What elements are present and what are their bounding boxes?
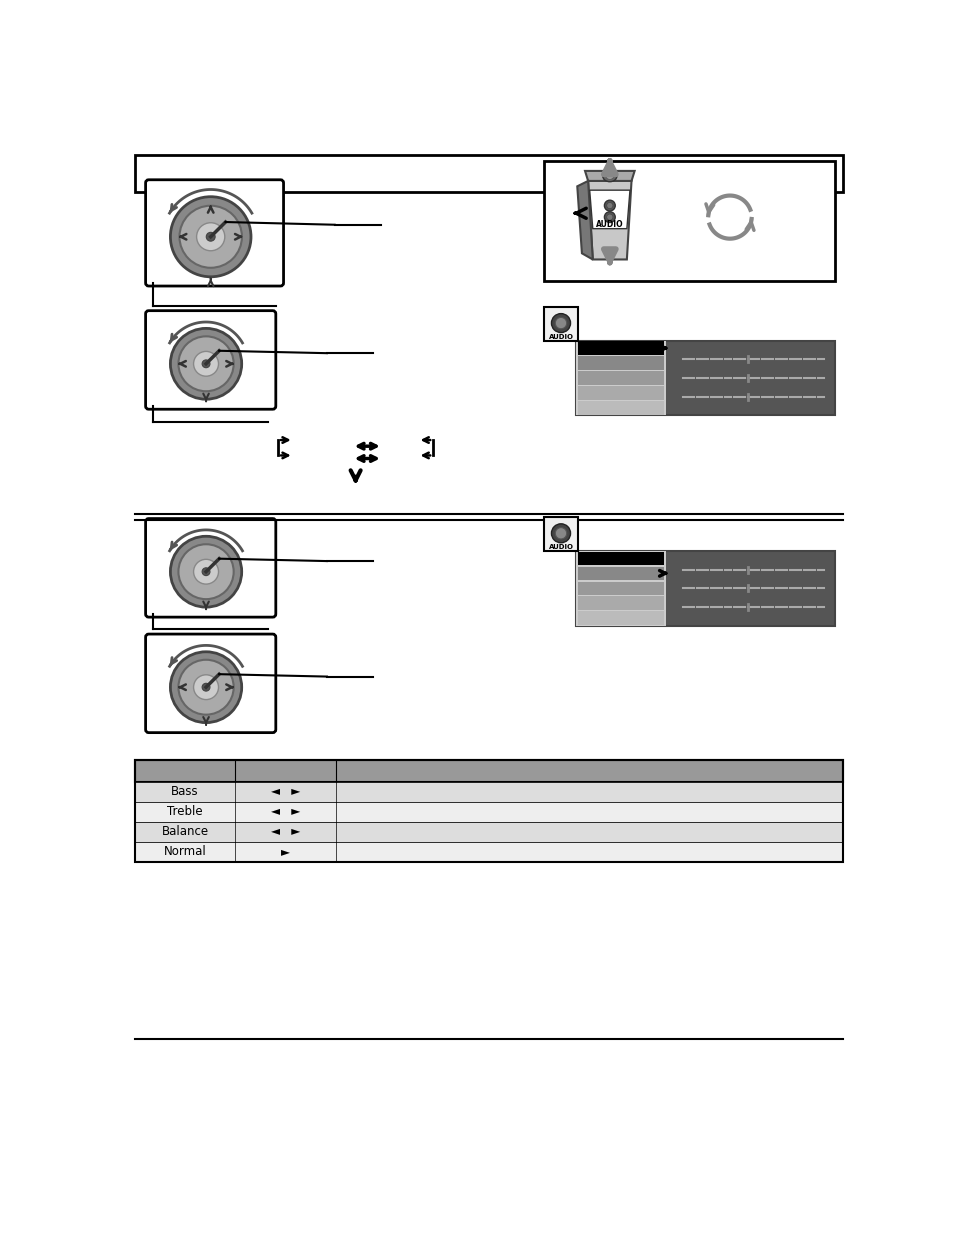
Ellipse shape (196, 222, 225, 251)
Bar (134, 761, 842, 782)
Ellipse shape (551, 524, 570, 542)
Polygon shape (587, 180, 631, 259)
Bar (134, 842, 842, 862)
Bar (576, 341, 665, 415)
Text: AUDIO: AUDIO (548, 543, 573, 550)
Bar (578, 567, 663, 580)
Ellipse shape (605, 173, 613, 179)
Bar (543, 306, 578, 341)
Ellipse shape (604, 200, 615, 211)
Ellipse shape (171, 329, 241, 399)
Text: ►: ► (281, 846, 290, 858)
Bar (134, 782, 842, 802)
Ellipse shape (202, 359, 210, 368)
Ellipse shape (555, 317, 566, 329)
Bar (578, 357, 663, 369)
Bar (578, 372, 663, 385)
Text: Treble: Treble (167, 805, 203, 819)
Bar (578, 611, 663, 625)
Text: AUDIO: AUDIO (596, 220, 623, 230)
Bar (576, 341, 834, 415)
Ellipse shape (193, 559, 218, 584)
Bar (543, 162, 834, 280)
Ellipse shape (206, 232, 215, 241)
Bar (576, 551, 665, 626)
FancyBboxPatch shape (146, 634, 275, 732)
Bar (578, 582, 663, 595)
Bar (578, 552, 663, 566)
Ellipse shape (551, 314, 570, 332)
Bar (134, 761, 842, 862)
Text: Normal: Normal (164, 846, 206, 858)
Ellipse shape (193, 352, 218, 377)
Polygon shape (584, 170, 634, 180)
Text: Balance: Balance (161, 825, 209, 839)
Ellipse shape (178, 659, 233, 715)
Bar (578, 401, 663, 415)
Bar (578, 387, 663, 400)
FancyBboxPatch shape (146, 519, 275, 618)
Text: AUDIO: AUDIO (548, 333, 573, 340)
Ellipse shape (606, 214, 612, 220)
Ellipse shape (171, 536, 241, 608)
FancyBboxPatch shape (146, 311, 275, 409)
Ellipse shape (178, 336, 233, 391)
Text: ◄   ►: ◄ ► (271, 785, 300, 798)
Polygon shape (589, 190, 629, 228)
Ellipse shape (555, 527, 566, 538)
Text: Bass: Bass (172, 785, 199, 798)
Bar (134, 802, 842, 823)
Ellipse shape (179, 206, 242, 268)
Ellipse shape (171, 196, 251, 277)
Ellipse shape (193, 674, 218, 699)
Text: ◄   ►: ◄ ► (271, 825, 300, 839)
Bar (576, 551, 834, 626)
Ellipse shape (606, 203, 612, 209)
Ellipse shape (602, 170, 617, 182)
Bar (578, 341, 663, 354)
Bar (543, 517, 578, 551)
FancyBboxPatch shape (146, 180, 283, 287)
Bar (134, 156, 842, 193)
Ellipse shape (604, 211, 615, 222)
Ellipse shape (171, 652, 241, 722)
Bar (578, 597, 663, 610)
Ellipse shape (202, 568, 210, 576)
Polygon shape (577, 180, 592, 259)
Text: ◄   ►: ◄ ► (271, 805, 300, 819)
Bar (134, 823, 842, 842)
Ellipse shape (178, 545, 233, 599)
Ellipse shape (202, 683, 210, 692)
